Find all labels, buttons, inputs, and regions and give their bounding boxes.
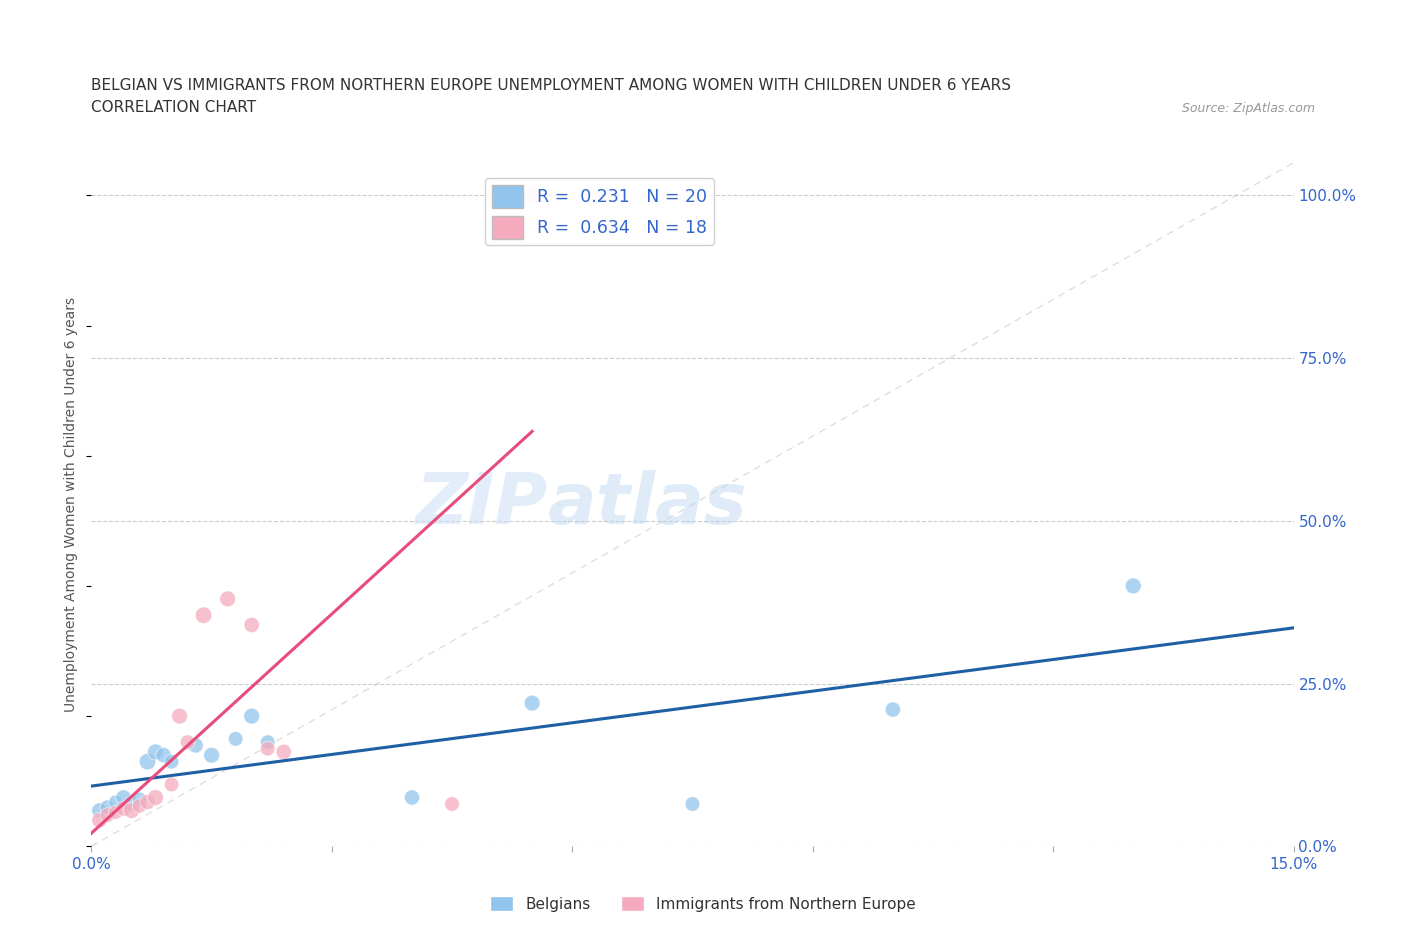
Text: BELGIAN VS IMMIGRANTS FROM NORTHERN EUROPE UNEMPLOYMENT AMONG WOMEN WITH CHILDRE: BELGIAN VS IMMIGRANTS FROM NORTHERN EURO… — [91, 78, 1011, 93]
Point — [121, 796, 143, 811]
Point — [121, 804, 143, 818]
Y-axis label: Unemployment Among Women with Children Under 6 years: Unemployment Among Women with Children U… — [65, 297, 79, 712]
Point — [96, 807, 118, 822]
Point — [160, 754, 183, 769]
Legend: R =  0.231   N = 20, R =  0.634   N = 18: R = 0.231 N = 20, R = 0.634 N = 18 — [485, 179, 714, 246]
Point — [522, 188, 544, 203]
Text: Source: ZipAtlas.com: Source: ZipAtlas.com — [1181, 102, 1315, 115]
Point — [1122, 578, 1144, 593]
Point — [256, 735, 278, 750]
Point — [160, 777, 183, 792]
Point — [240, 618, 263, 632]
Point — [96, 800, 118, 815]
Text: ZIP: ZIP — [416, 470, 548, 539]
Point — [240, 709, 263, 724]
Point — [128, 799, 150, 814]
Point — [112, 790, 135, 805]
Point — [217, 591, 239, 606]
Point — [136, 754, 159, 769]
Point — [201, 748, 224, 763]
Point — [401, 790, 423, 805]
Point — [145, 745, 167, 760]
Point — [176, 735, 198, 750]
Point — [136, 794, 159, 809]
Point — [169, 709, 191, 724]
Point — [273, 745, 295, 760]
Point — [152, 748, 174, 763]
Legend: Belgians, Immigrants from Northern Europe: Belgians, Immigrants from Northern Europ… — [484, 889, 922, 918]
Point — [112, 801, 135, 816]
Text: atlas: atlas — [548, 470, 748, 539]
Point — [193, 608, 215, 623]
Point — [225, 732, 247, 747]
Point — [882, 702, 904, 717]
Point — [440, 796, 463, 811]
Text: CORRELATION CHART: CORRELATION CHART — [91, 100, 256, 115]
Point — [184, 738, 207, 753]
Point — [681, 796, 703, 811]
Point — [89, 804, 111, 818]
Point — [256, 741, 278, 756]
Point — [104, 794, 127, 809]
Point — [89, 813, 111, 828]
Point — [104, 805, 127, 820]
Point — [128, 792, 150, 807]
Point — [145, 790, 167, 805]
Point — [522, 696, 544, 711]
